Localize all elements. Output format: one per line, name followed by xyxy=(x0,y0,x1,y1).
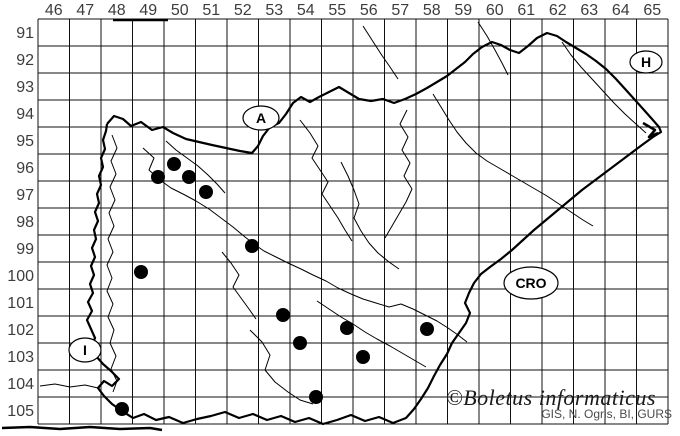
country-label-ellipse xyxy=(242,105,280,131)
row-label: 96 xyxy=(16,160,34,177)
col-label: 52 xyxy=(234,2,252,19)
country-label-text: CRO xyxy=(515,275,546,291)
col-label: 49 xyxy=(139,2,157,19)
occurrence-dot xyxy=(182,170,196,184)
river-line xyxy=(249,329,314,405)
col-label: 61 xyxy=(517,2,535,19)
col-label: 54 xyxy=(297,2,315,19)
col-label: 46 xyxy=(45,2,63,19)
row-label: 95 xyxy=(16,133,34,150)
river-line xyxy=(340,161,400,270)
col-label: 63 xyxy=(580,2,598,19)
river-line xyxy=(165,140,226,194)
country-label-ellipse xyxy=(629,50,663,74)
occurrence-dot xyxy=(115,402,129,416)
col-label: 53 xyxy=(265,2,283,19)
row-label: 104 xyxy=(7,376,34,393)
col-label: 58 xyxy=(423,2,441,19)
col-label: 65 xyxy=(643,2,661,19)
border-segment xyxy=(1,425,163,432)
occurrence-dot xyxy=(309,390,323,404)
river-line xyxy=(106,134,118,393)
col-label: 59 xyxy=(454,2,472,19)
occurrence-dot xyxy=(293,336,307,350)
row-label: 100 xyxy=(7,268,34,285)
row-label: 97 xyxy=(16,187,34,204)
river-line xyxy=(39,383,99,389)
occurrence-dot xyxy=(199,185,213,199)
row-label: 94 xyxy=(16,106,34,123)
row-label: 102 xyxy=(7,322,34,339)
country-border xyxy=(85,31,663,426)
river-line xyxy=(384,109,413,239)
col-label: 51 xyxy=(202,2,220,19)
river-line xyxy=(299,119,353,242)
col-label: 62 xyxy=(549,2,567,19)
row-label: 91 xyxy=(16,25,34,42)
col-label: 64 xyxy=(612,2,630,19)
occurrence-dot xyxy=(340,321,354,335)
col-label: 60 xyxy=(486,2,504,19)
copyright-text: ©Boletus informaticus xyxy=(446,385,656,410)
occurrence-dot xyxy=(245,239,259,253)
col-label: 56 xyxy=(360,2,378,19)
occurrence-dot xyxy=(276,308,290,322)
row-label: 92 xyxy=(16,52,34,69)
col-label: 50 xyxy=(171,2,189,19)
row-label: 103 xyxy=(7,349,34,366)
col-label: 48 xyxy=(108,2,126,19)
col-label: 57 xyxy=(391,2,409,19)
country-label-text: I xyxy=(83,342,87,358)
row-label: 101 xyxy=(7,295,34,312)
river-line xyxy=(561,41,647,134)
country-label-ellipse xyxy=(68,337,102,363)
occurrence-dot xyxy=(151,170,165,184)
col-label: 47 xyxy=(76,2,94,19)
river-line xyxy=(221,251,257,320)
river-line xyxy=(362,25,399,80)
row-label: 105 xyxy=(7,403,34,420)
river-line xyxy=(432,93,594,227)
country-label-ellipse xyxy=(503,266,559,300)
row-label: 98 xyxy=(16,214,34,231)
row-label: 99 xyxy=(16,241,34,258)
occurrence-dot xyxy=(134,265,148,279)
border-segment xyxy=(642,121,659,139)
country-label-text: H xyxy=(641,54,651,70)
credits-text: GIS, N. Ogris, BI, GURS xyxy=(541,407,672,421)
occurrence-dot xyxy=(356,350,370,364)
col-label: 55 xyxy=(328,2,346,19)
river-line xyxy=(316,300,427,368)
occurrence-dot xyxy=(420,322,434,336)
row-label: 93 xyxy=(16,79,34,96)
river-line xyxy=(142,147,468,343)
occurrence-dot xyxy=(167,157,181,171)
country-label-text: A xyxy=(256,110,266,126)
river-line xyxy=(477,21,509,76)
